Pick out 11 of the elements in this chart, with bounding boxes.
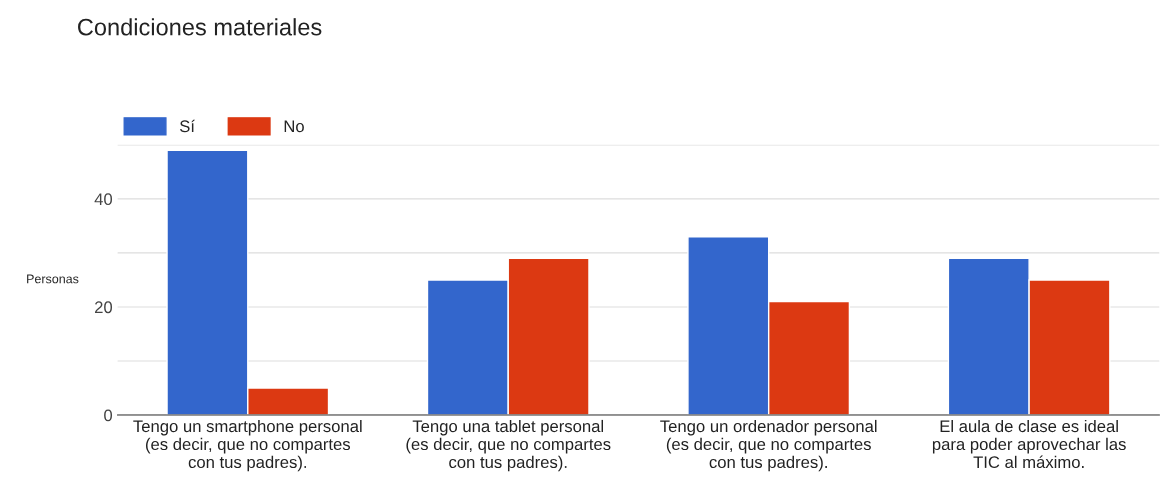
legend-label: Sí [179,119,195,133]
x-tick-label: El aula de clase es ideal para poder aprovechar las TIC al máximo. [932,419,1126,469]
x-tick-label: Tengo una tablet personal (es decir, que no compartes con tus padres). [406,419,611,472]
x-tick-label: Tengo un ordenador personal (es decir, que no compartes con tus padres). [660,419,877,472]
y-tick-label: 40 [94,193,113,206]
y-tick-label: 0 [104,409,113,422]
y-axis-title: Personas [27,274,79,284]
y-tick-label: 20 [95,301,113,314]
x-tick-label: Tengo un smartphone personal (es decir, que no compartes con tus padres). [133,419,362,472]
chart-title: Condiciones materiales [78,18,322,36]
legend-label: No [284,120,304,133]
